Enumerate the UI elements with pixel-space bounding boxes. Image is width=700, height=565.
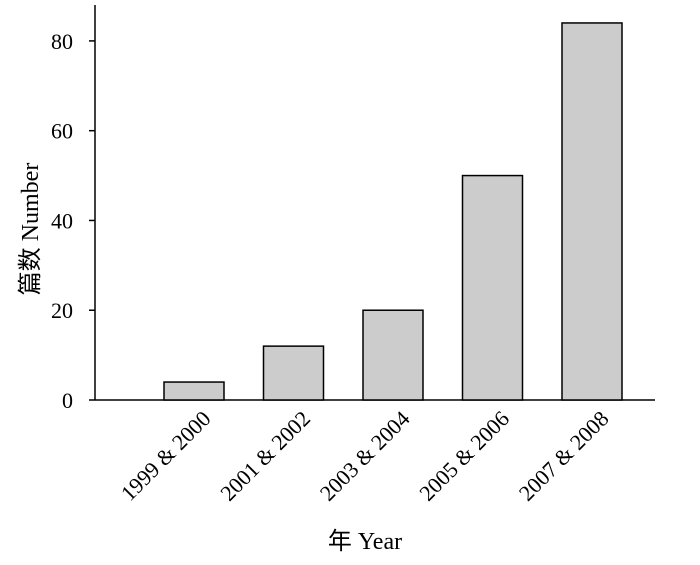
x-tick-label-4: 2005 & 2006 — [414, 406, 514, 506]
bar-1 — [163, 381, 225, 401]
bar-4 — [461, 174, 524, 401]
y-tick-label: 20 — [51, 298, 73, 323]
y-tick-label: 80 — [51, 29, 73, 54]
x-tick-label-1: 1999 & 2000 — [116, 406, 216, 506]
bars — [163, 22, 623, 401]
x-axis-title: 年 Year — [328, 528, 402, 555]
y-axis-title: 篇数 Number — [17, 163, 44, 296]
x-tick-label-3: 2003 & 2004 — [315, 406, 415, 506]
y-tick-label: 40 — [51, 208, 73, 233]
y-tick-label: 60 — [51, 119, 73, 144]
bar-3 — [362, 309, 424, 401]
bar-5 — [561, 22, 623, 401]
y-axis — [89, 5, 96, 401]
y-tick-labels: 0 20 40 60 80 — [51, 29, 73, 413]
y-tick-label: 0 — [62, 388, 73, 413]
x-tick-label-5: 2007 & 2008 — [514, 406, 614, 506]
x-tick-labels: 1999 & 2000 2001 & 2002 2003 & 2004 2005 & … — [116, 406, 614, 506]
bar-2 — [262, 345, 325, 401]
x-tick-label-2: 2001 & 2002 — [215, 406, 315, 506]
